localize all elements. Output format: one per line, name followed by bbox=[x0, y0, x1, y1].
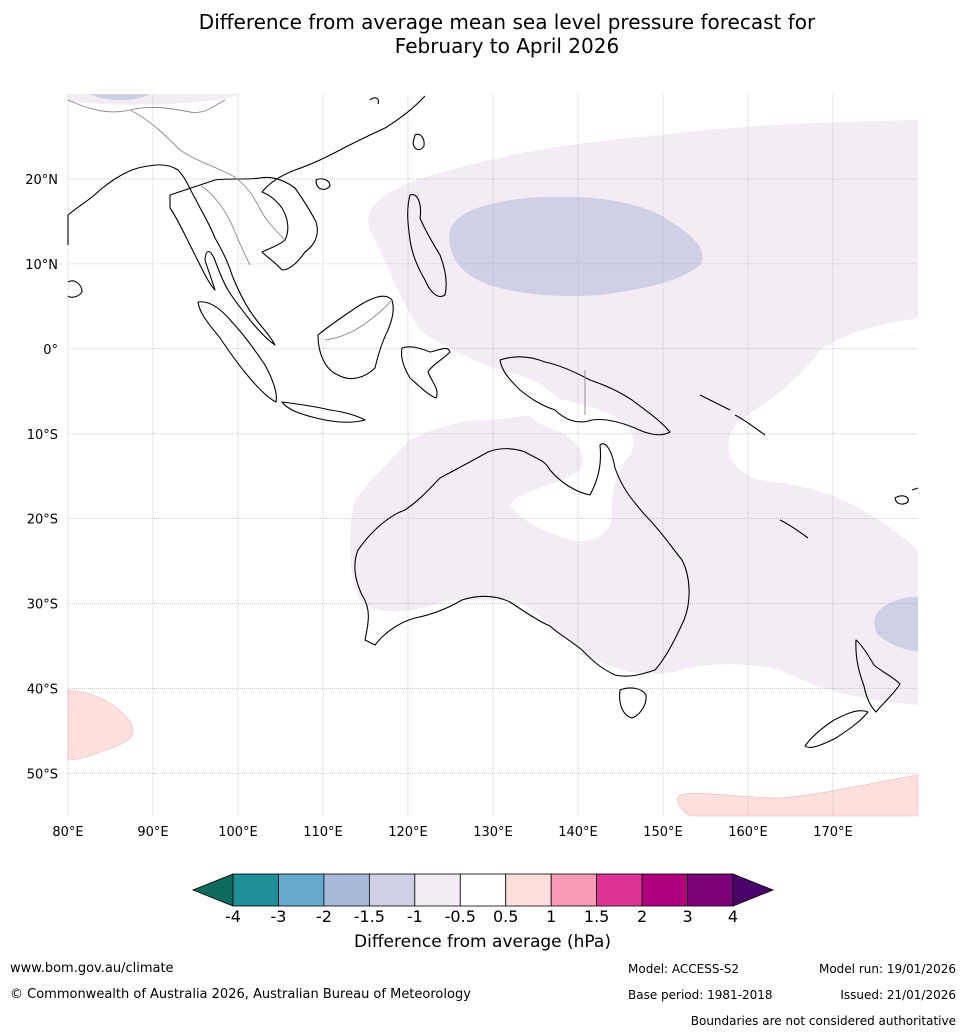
footer-disclaimer: Boundaries are not considered authoritat… bbox=[690, 1014, 956, 1028]
lat-tick-label: 30°S bbox=[27, 598, 58, 613]
coastline-nz-north-island bbox=[855, 639, 901, 713]
lon-tick-label: 100°E bbox=[218, 825, 258, 840]
anomaly-fields bbox=[67, 94, 919, 817]
footer-base-period: Base period: 1981-2018 bbox=[628, 988, 773, 1002]
boundary-indochina bbox=[129, 109, 286, 266]
lon-tick-label: 150°E bbox=[643, 825, 683, 840]
coastline-fiji bbox=[894, 487, 919, 505]
lat-tick-label: 10°N bbox=[25, 258, 58, 273]
colorbar-label: Difference from average (hPa) bbox=[354, 932, 611, 952]
coastline-japan-edge bbox=[369, 97, 379, 105]
colorbar-segment bbox=[596, 873, 643, 907]
coastline-sulawesi bbox=[400, 346, 451, 399]
boundary-china bbox=[67, 99, 226, 113]
colorbar-segment bbox=[459, 873, 507, 907]
colorbar-segment bbox=[278, 873, 325, 907]
colorbar-tick-label: 0.5 bbox=[493, 907, 518, 926]
coastline-new-guinea bbox=[499, 356, 671, 436]
colorbar-extend-low bbox=[191, 873, 234, 907]
coastline-philippines bbox=[407, 194, 447, 298]
coastline-australia bbox=[354, 443, 690, 677]
colorbar-tick-label: 1 bbox=[546, 907, 556, 926]
coastlines bbox=[67, 95, 919, 748]
lon-tick-label: 110°E bbox=[303, 825, 343, 840]
anomaly-neutral-northern-australia bbox=[510, 395, 634, 542]
colorbar-tick-label: -4 bbox=[225, 907, 241, 926]
colorbar-segment bbox=[232, 873, 279, 907]
colorbar-tick-label: -3 bbox=[270, 907, 286, 926]
lon-tick-label: 140°E bbox=[558, 825, 598, 840]
colorbar-tick-label: -0.5 bbox=[445, 907, 476, 926]
anomaly-region-blue-northwest bbox=[90, 94, 150, 101]
colorbar-segment bbox=[505, 873, 552, 907]
coastline-borneo bbox=[317, 295, 394, 380]
lat-tick-label: 10°S bbox=[27, 428, 58, 443]
coastline-solomon-islands bbox=[699, 394, 766, 436]
lon-tick-label: 130°E bbox=[473, 825, 513, 840]
coastline-asia-mainland bbox=[67, 95, 426, 346]
colorbar-segment bbox=[414, 873, 461, 907]
colorbar-tick-labels: -4 -3 -2 -1.5 -1 -0.5 0.5 1 1.5 2 3 4 bbox=[225, 907, 738, 926]
footer-issued: Issued: 21/01/2026 bbox=[840, 988, 956, 1002]
colorbar-tick-label: 4 bbox=[728, 907, 738, 926]
graticule bbox=[67, 94, 918, 816]
anomaly-region-blue-tasman-east bbox=[874, 596, 918, 652]
coastline-java bbox=[281, 401, 366, 423]
lon-tick-label: 80°E bbox=[52, 825, 83, 840]
coastline-new-caledonia bbox=[779, 519, 809, 539]
lat-tick-label: 20°S bbox=[27, 513, 58, 528]
colorbar-segment bbox=[323, 873, 370, 907]
colorbar-segment bbox=[687, 873, 734, 907]
footer-copyright: © Commonwealth of Australia 2026, Austra… bbox=[10, 987, 471, 1002]
lon-tick-label: 160°E bbox=[728, 825, 768, 840]
lat-tick-label: 50°S bbox=[27, 768, 58, 783]
boundary-borneo bbox=[324, 299, 393, 341]
colorbar-tick-label: 1.5 bbox=[584, 907, 609, 926]
footer-model-run: Model run: 19/01/2026 bbox=[818, 962, 956, 976]
colorbar-tick-label: 3 bbox=[682, 907, 692, 926]
coastline-sumatra bbox=[197, 301, 277, 403]
title-line-1: Difference from average mean sea level p… bbox=[198, 10, 816, 34]
footer-model: Model: ACCESS-S2 bbox=[628, 962, 740, 976]
country-boundaries bbox=[67, 99, 586, 415]
colorbar-extend-high bbox=[732, 873, 775, 907]
coastline-taiwan bbox=[412, 133, 425, 151]
lon-tick-label: 170°E bbox=[813, 825, 853, 840]
anomaly-region-blue-philippine-sea bbox=[449, 196, 703, 297]
colorbar-tick-label: -2 bbox=[316, 907, 332, 926]
anomaly-region-pink-south bbox=[677, 774, 919, 817]
title-line-2: February to April 2026 bbox=[394, 34, 620, 58]
footer-url[interactable]: www.bom.gov.au/climate bbox=[10, 961, 174, 976]
map-title: Difference from average mean sea level p… bbox=[0, 10, 965, 58]
colorbar-segment bbox=[641, 873, 688, 907]
colorbar-tick-label: 2 bbox=[637, 907, 647, 926]
colorbar-tick-label: -1 bbox=[407, 907, 423, 926]
colorbar-segment bbox=[550, 873, 598, 907]
colorbar-tick-label: -1.5 bbox=[354, 907, 385, 926]
lat-tick-label: 0° bbox=[43, 343, 58, 358]
colorbar bbox=[191, 873, 775, 907]
lat-tick-label: 40°S bbox=[27, 683, 58, 698]
lon-tick-label: 120°E bbox=[388, 825, 428, 840]
latitude-tick-labels: 20°N 10°N 0° 10°S 20°S 30°S 40°S 50°S bbox=[25, 173, 58, 783]
lat-tick-label: 20°N bbox=[25, 173, 58, 188]
lon-tick-label: 90°E bbox=[137, 825, 168, 840]
coastline-tasmania bbox=[619, 687, 647, 719]
colorbar-segment bbox=[368, 873, 416, 907]
coastline-nz-south-island bbox=[804, 710, 869, 748]
longitude-tick-labels: 80°E 90°E 100°E 110°E 120°E 130°E 140°E 150°E 16… bbox=[52, 825, 852, 840]
anomaly-region-pink-southwest bbox=[67, 689, 134, 761]
coastline-hainan bbox=[315, 178, 331, 190]
coastline-sri-lanka bbox=[67, 280, 83, 298]
